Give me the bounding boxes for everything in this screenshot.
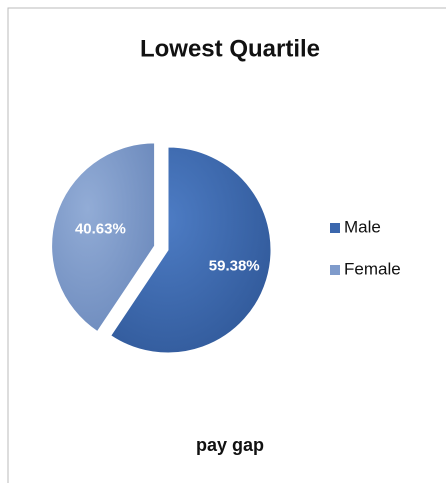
pie-slice — [51, 142, 156, 333]
legend-label: Male — [344, 217, 381, 236]
pie-slice — [110, 146, 272, 354]
x-axis-label: pay gap — [196, 435, 264, 455]
legend-label: Female — [344, 259, 401, 278]
data-label: 40.63% — [75, 220, 126, 237]
legend-swatch — [330, 223, 340, 233]
data-label: 59.38% — [209, 257, 260, 274]
legend-swatch — [330, 265, 340, 275]
chart-title: Lowest Quartile — [140, 35, 320, 62]
